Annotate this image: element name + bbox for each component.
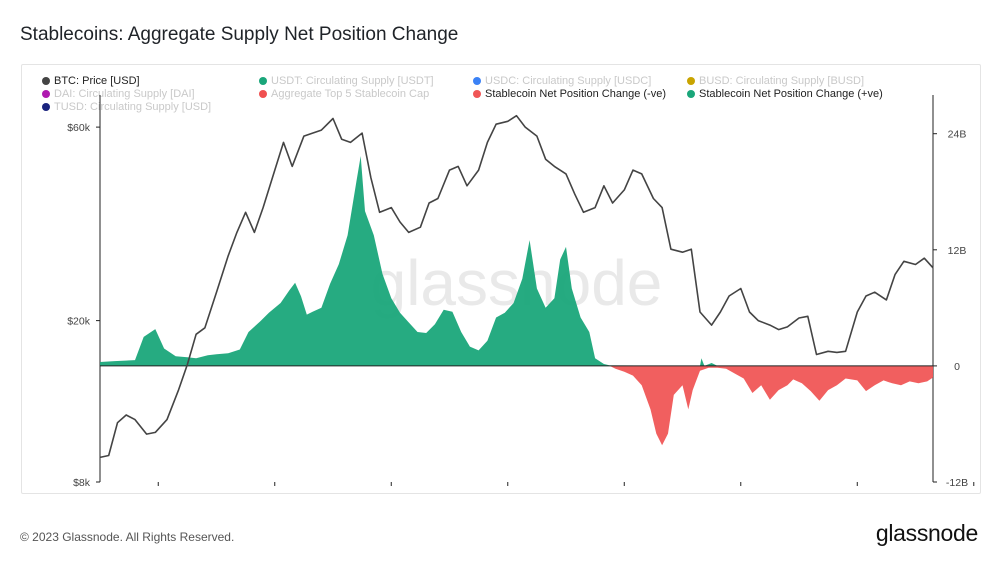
left-tick-label: $20k (67, 316, 91, 328)
legend-item[interactable]: BTC: Price [USD] (42, 75, 140, 87)
x-tick-label: Sep '22 (840, 491, 875, 493)
x-tick-label: Sep '21 (490, 491, 525, 493)
legend-item[interactable]: Stablecoin Net Position Change (-ve) (473, 88, 666, 100)
chart-canvas[interactable]: glassnode$8k$20k$60k-12B012B24BSep '20Ja… (22, 65, 980, 493)
legend-dot-icon (687, 90, 695, 98)
btc-price-line[interactable] (99, 114, 934, 459)
legend-label: USDC: Circulating Supply [USDC] (485, 75, 652, 87)
legend-item[interactable]: Aggregate Top 5 Stablecoin Cap (259, 88, 429, 100)
right-tick-label: 12B (948, 245, 967, 257)
legend-item[interactable]: TUSD: Circulating Supply [USD] (42, 101, 211, 113)
legend-label: Stablecoin Net Position Change (-ve) (485, 88, 666, 100)
legend-dot-icon (42, 103, 50, 111)
left-tick-label: $8k (73, 477, 91, 489)
legend-label: USDT: Circulating Supply [USDT] (271, 75, 434, 87)
legend-item[interactable]: USDT: Circulating Supply [USDT] (259, 75, 434, 87)
x-tick-label: Jan '21 (258, 491, 292, 493)
x-tick-label: Jan '23 (957, 491, 980, 493)
legend-dot-icon (687, 77, 695, 85)
x-tick-label: May '21 (373, 491, 410, 493)
legend-dot-icon (259, 90, 267, 98)
left-tick-label: $60k (67, 122, 91, 134)
legend-dot-icon (259, 77, 267, 85)
copyright-text: © 2023 Glassnode. All Rights Reserved. (20, 530, 235, 544)
negative-net-change-area[interactable] (609, 365, 933, 446)
chart-panel: BTC: Price [USD] USDT: Circulating Supply… (21, 64, 981, 494)
brand-logo[interactable]: glassnode (875, 520, 978, 546)
legend-label: Stablecoin Net Position Change (+ve) (699, 88, 883, 100)
x-tick-label: Jan '22 (608, 491, 642, 493)
right-tick-label: 24B (948, 129, 967, 141)
right-tick-label: 0 (954, 361, 960, 373)
page-title: Stablecoins: Aggregate Supply Net Positi… (20, 24, 459, 45)
legend-label: TUSD: Circulating Supply [USD] (54, 101, 212, 113)
legend-label: Aggregate Top 5 Stablecoin Cap (271, 88, 430, 100)
right-tick-label: -12B (946, 477, 968, 489)
legend-item[interactable]: Stablecoin Net Position Change (+ve) (687, 88, 883, 100)
legend-dot-icon (473, 90, 481, 98)
legend-dot-icon (42, 90, 50, 98)
legend-item[interactable]: DAI: Circulating Supply [DAI] (42, 88, 195, 100)
legend-dot-icon (473, 77, 481, 85)
x-tick-label: May '22 (723, 491, 760, 493)
legend-dot-icon (42, 77, 50, 85)
legend-item[interactable]: BUSD: Circulating Supply [BUSD] (687, 75, 864, 87)
legend-label: BTC: Price [USD] (54, 75, 140, 87)
legend-label: BUSD: Circulating Supply [BUSD] (699, 75, 865, 87)
x-tick-label: Sep '20 (141, 491, 176, 493)
legend-label: DAI: Circulating Supply [DAI] (54, 88, 195, 100)
positive-net-change-area[interactable] (100, 156, 718, 366)
legend-item[interactable]: USDC: Circulating Supply [USDC] (473, 75, 651, 87)
